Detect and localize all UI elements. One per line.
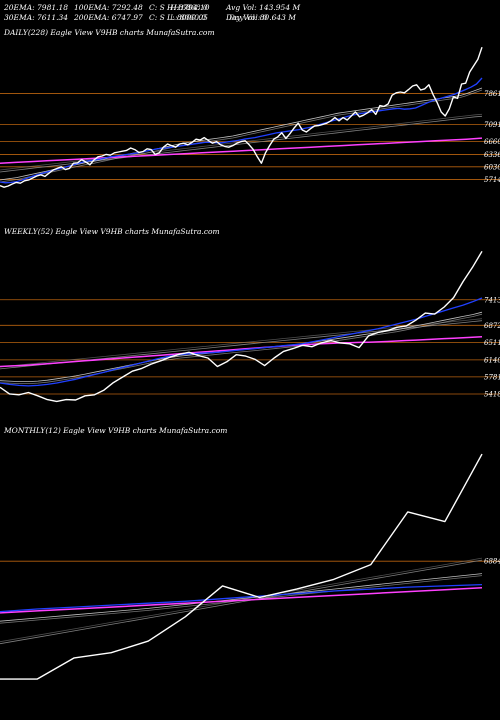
ema100-readout: 100EMA: 7292.48	[74, 3, 143, 12]
30ema-series-shadow	[0, 89, 483, 183]
y-tick-label: 6511	[484, 339, 500, 347]
low-readout-b: L: 8060.0	[170, 13, 207, 22]
30ema-series-line	[0, 87, 483, 181]
200ema-series-line	[0, 587, 483, 614]
y-tick-label: 6030	[484, 163, 500, 171]
weekly-panel-label: WEEKLY(52) Eagle View V9HB charts Munafa…	[4, 227, 220, 236]
low-readout: L: 8000.05	[167, 13, 208, 22]
high-readout-b: H: 6868.0	[170, 3, 208, 12]
price-series-line	[0, 453, 483, 680]
30ema-series-line	[0, 311, 483, 383]
200ema-series-line	[0, 336, 483, 368]
avg-volume-readout: Avg Vol: 143.954 M	[226, 3, 301, 12]
200ema-series-line	[0, 137, 483, 164]
price-series-line	[0, 46, 483, 188]
ema30-readout: 30EMA: 7611.34	[4, 13, 69, 22]
y-tick-label: 6884	[484, 558, 500, 566]
20ema-series-line	[0, 77, 483, 184]
y-tick-label: 5418	[484, 390, 500, 398]
30ema-series-shadow	[0, 575, 483, 624]
30ema-series-line	[0, 573, 483, 622]
y-tick-label: 6660	[484, 138, 500, 146]
30ema-series-shadow	[0, 313, 483, 385]
ema20-readout: 20EMA: 7981.18	[4, 3, 69, 12]
ema200-readout: 200EMA: 6747.97	[74, 13, 143, 22]
y-tick-label: 7413	[484, 296, 500, 304]
y-tick-label: 6872	[484, 322, 500, 330]
close-readout-2: C: S	[149, 13, 165, 22]
high-readout-c: H: 0	[174, 3, 191, 12]
daily-panel-label: DAILY(228) Eagle View V9HB charts Munafa…	[4, 28, 215, 37]
100ema-series-line	[0, 559, 483, 645]
close-readout-1: C: S	[149, 3, 165, 12]
monthly-panel-label: MONTHLY(12) Eagle View V9HB charts Munaf…	[4, 426, 228, 435]
20ema-series-line	[0, 297, 483, 387]
y-tick-label: 7861	[484, 90, 500, 98]
20ema-series-line	[0, 583, 483, 613]
weekly-chart: 7413 6872 6511 6140 5781 5418	[0, 250, 500, 403]
day-volume-readout-b: Day Vol: 0	[229, 13, 268, 22]
y-tick-label: 5714	[484, 176, 500, 184]
price-series-line	[0, 250, 483, 403]
monthly-chart: 6884	[0, 453, 500, 680]
day-volume-readout: Day Vol: 80.643 M	[226, 13, 296, 22]
y-tick-label: 6140	[484, 356, 500, 364]
y-tick-label: 7091	[484, 121, 500, 129]
high-readout: H: 8794.10	[167, 3, 210, 12]
y-tick-label: 5781	[484, 373, 500, 381]
